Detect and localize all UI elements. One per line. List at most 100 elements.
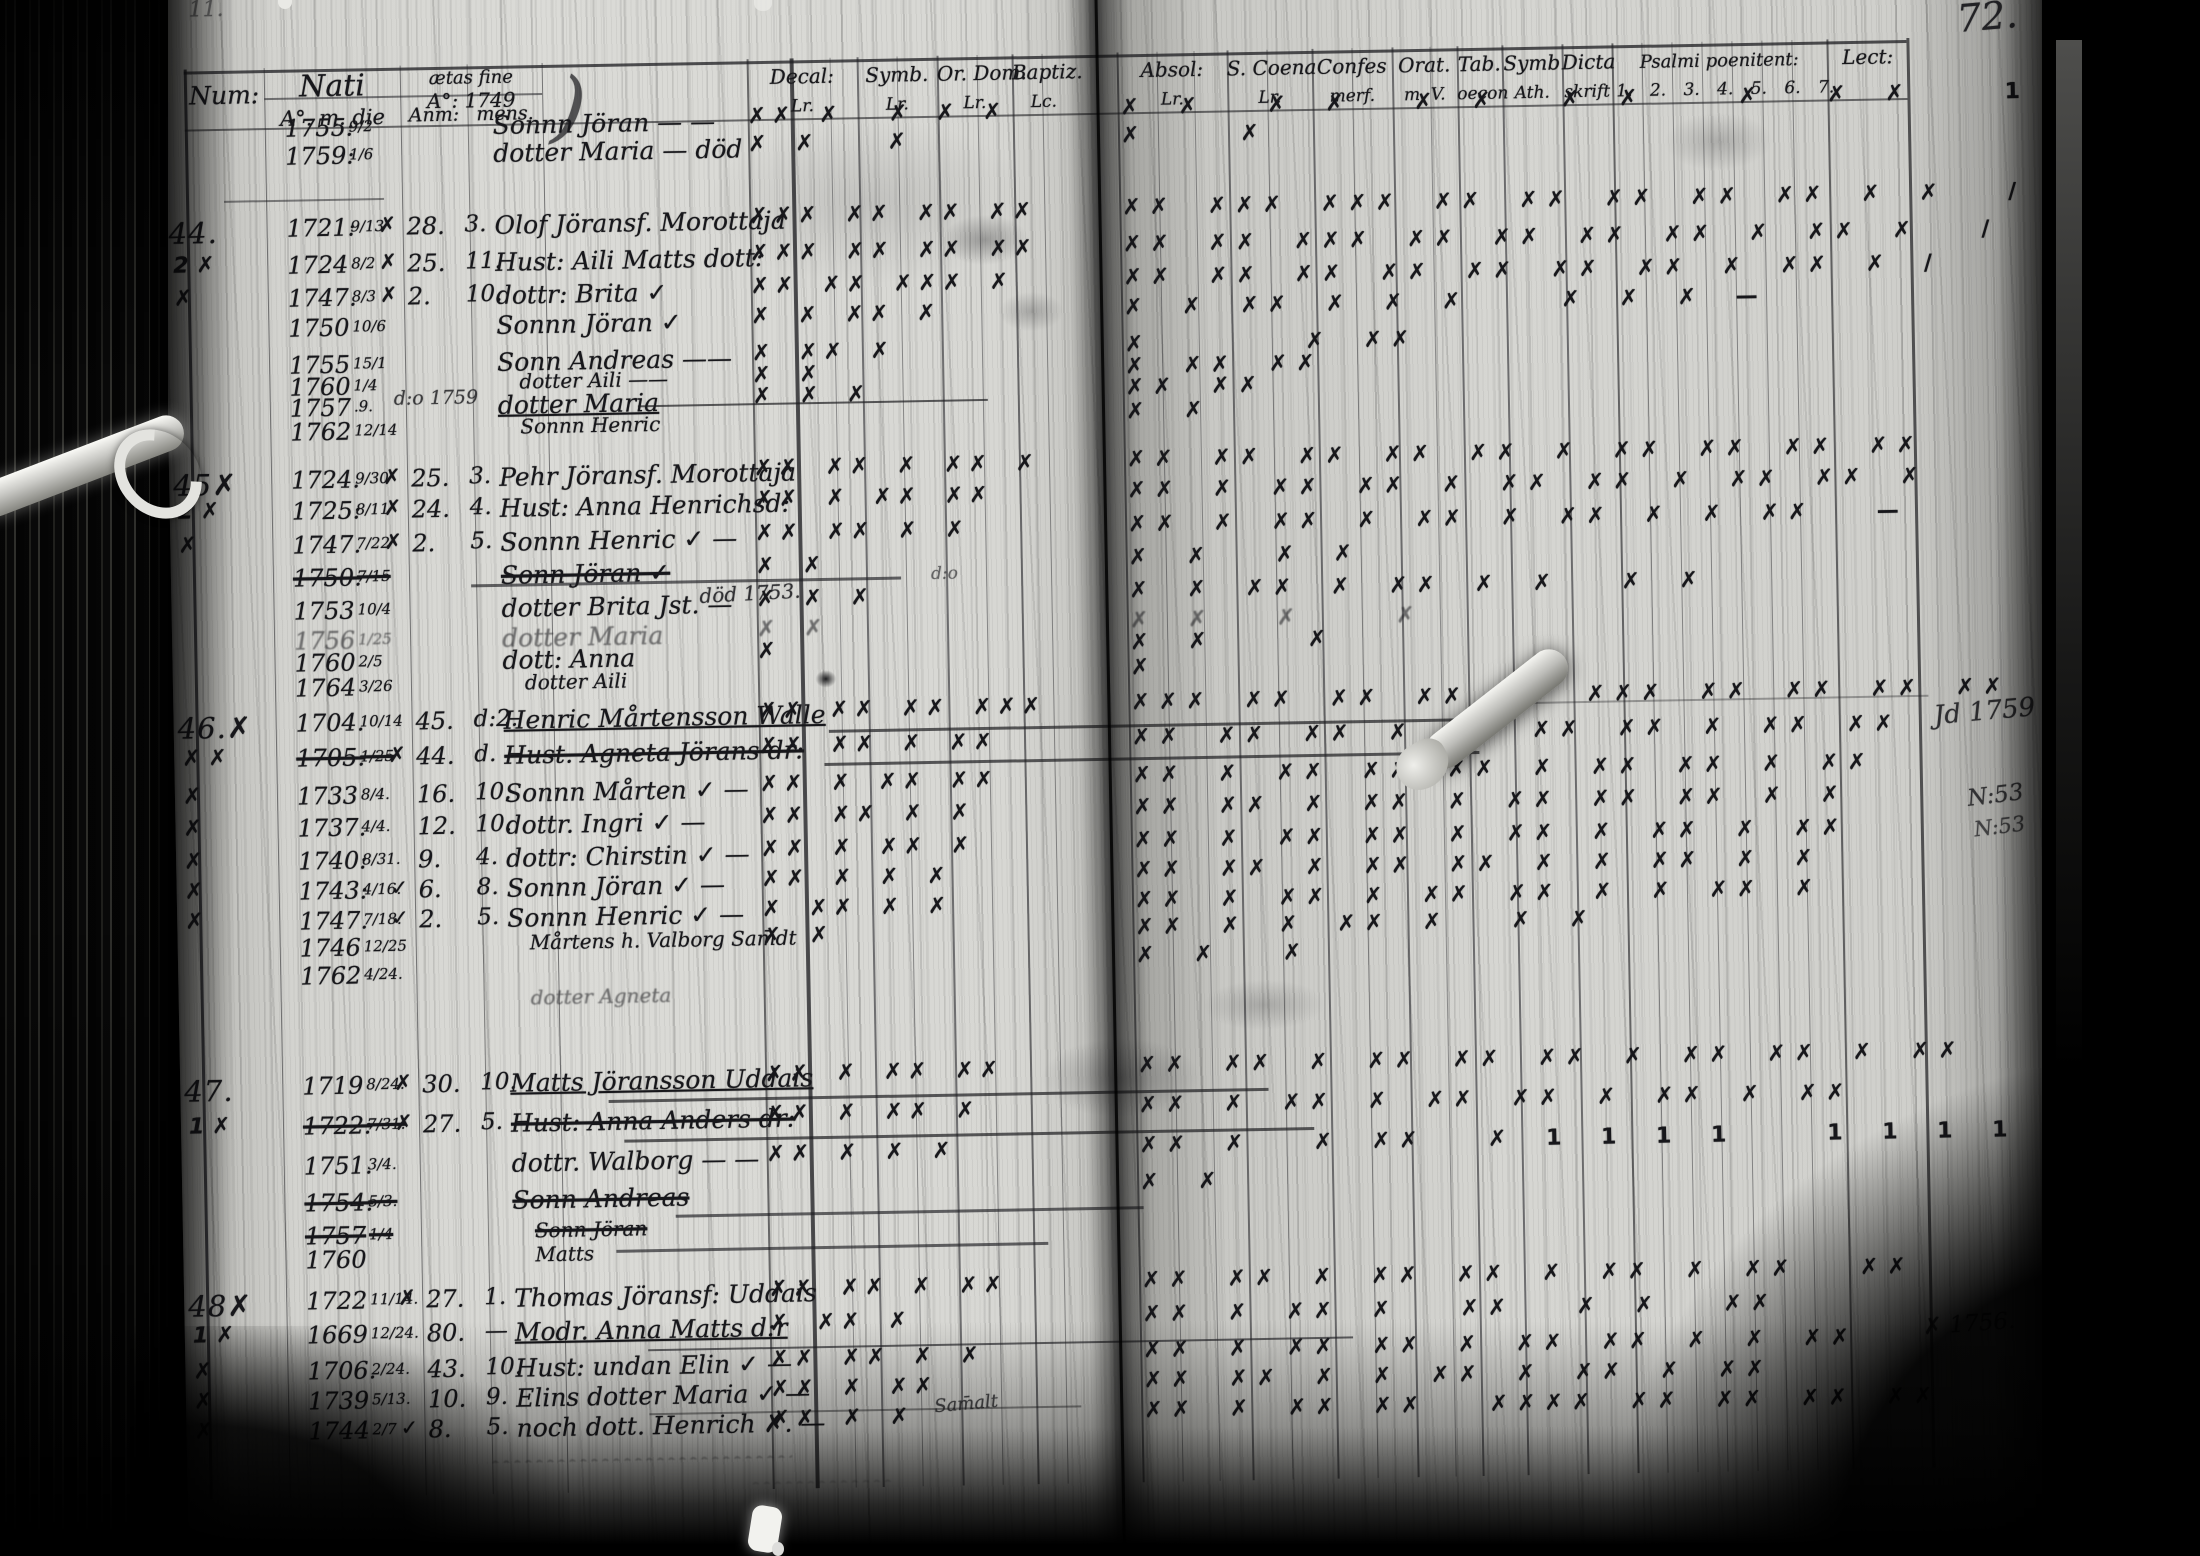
row-day: 7/15: [356, 566, 391, 586]
column-label: Symb.: [865, 61, 929, 88]
binding-shadow: [150, 0, 235, 1556]
row-year: 1754.: [304, 1188, 374, 1218]
row-day: 3/26: [358, 676, 393, 696]
margin-note: d:o 1759: [393, 386, 479, 410]
row-day: 15/1: [352, 353, 387, 373]
row-name: Hust: Anna Henrichsd:: [499, 488, 791, 523]
row-day: 4/24.: [364, 964, 403, 984]
row-mk: ✓: [391, 905, 410, 930]
row-name: dotter Maria — död: [492, 134, 743, 168]
row-mk: ✗: [379, 282, 398, 308]
row-ml: ✗✗ ✗ ✗ ✗: [766, 1138, 957, 1168]
column-label: Dicta: [1561, 49, 1616, 75]
row-anm: 1.: [483, 1283, 507, 1311]
column-label: Confes: [1316, 53, 1387, 79]
top-edge-nub: [278, 0, 292, 9]
row-ml: ✗✗ ✗✗ ✗ ✗: [760, 800, 976, 830]
row-mk: ✗: [388, 742, 407, 767]
row-ml: ✗✗ ✗ ✗ ✗: [761, 863, 952, 893]
row-day: 4/4.: [361, 816, 391, 836]
column-label: S. Coena: [1226, 54, 1317, 81]
row-ml: ✗✗ ✗✗ ✗ ✗: [755, 517, 971, 547]
row-name: dotter Aili: [524, 668, 628, 695]
row-mk: ✗: [382, 464, 401, 489]
row-ml: ✗✗ ✗ ✗✗ ✗✗: [759, 767, 1000, 798]
row-year: 1750: [288, 313, 350, 343]
row-age: 12.: [417, 811, 456, 841]
row-age: 45.: [415, 706, 455, 736]
row-age: 2.: [419, 904, 443, 934]
row-ml: ✗ ✗: [762, 922, 835, 950]
row-ml: ✗✗ ✗✗ ✗ ✗✗: [768, 1272, 1009, 1303]
row-mk: ✗: [394, 1070, 413, 1095]
row-mk: ✗: [378, 249, 398, 275]
row-ml: ✗✗ ✗ ✗✗ ✗: [765, 1098, 981, 1128]
row-mk: ✗: [394, 1110, 413, 1135]
row-anm: 3.: [464, 211, 487, 238]
row-year: 1737.: [297, 813, 367, 843]
row-ml: ✗ ✗✗ ✗ ✗: [761, 893, 953, 923]
row-day: 1/6: [349, 145, 374, 164]
row-name: Hust: Anna Anders dr:: [510, 1103, 796, 1138]
row-year: 1743:: [298, 876, 369, 906]
row-name: Hust: Aili Matts dott:: [494, 242, 764, 277]
row-age: 27.: [425, 1284, 465, 1314]
row-ml: ✗✗ ✗✗ ✗✗✗ ✗: [750, 269, 1015, 300]
row-name: dottr: Chirstin ✓ —: [505, 839, 750, 873]
row-day: 3/4.: [367, 1154, 397, 1174]
row-anm: 4.: [475, 843, 499, 871]
row-ml: ✗ ✗ ✗✗ ✗: [751, 300, 942, 330]
row-age: 27.: [422, 1109, 462, 1139]
column-label: Decal:: [769, 63, 835, 89]
row-year: 1722:: [302, 1111, 373, 1141]
column-header-aetas: ætas fine A°: 1749 Anm: mens.: [400, 66, 543, 127]
row-ml: ✗✗✗ ✗✗ ✗✗ ✗✗: [749, 198, 1038, 230]
row-ml: ✗ ✗ ✗: [747, 129, 913, 158]
row-name: Sonn Jöran: [534, 1216, 648, 1243]
row-age: 28.: [406, 211, 445, 241]
row-name: Sonn Andreas: [512, 1182, 690, 1215]
row-year: 1725:: [291, 496, 362, 526]
row-day: 8/31.: [361, 849, 401, 869]
row-ml: ✗✗ ✗ ✗✗ ✗✗: [764, 1057, 1005, 1088]
row-ml: ✗✗ ✗ ✗✗ ✗: [760, 833, 976, 863]
row-anm: 8.: [476, 873, 499, 901]
row-day: 10/6: [352, 316, 387, 336]
row-age: 6.: [418, 874, 442, 904]
aetas-line1: ætas fine: [428, 66, 514, 90]
row-day: 10/4: [357, 599, 392, 619]
bottom-shadow: [0, 1321, 2200, 1556]
column-label: Absol:: [1140, 56, 1204, 83]
next-page-edge: [2056, 40, 2082, 1070]
row-age: 25.: [410, 463, 450, 493]
row-year: 1753: [293, 596, 355, 626]
row-ml: ✗ ✗: [755, 552, 828, 580]
row-year: 1724: [287, 250, 349, 280]
row-day: 1/25: [357, 629, 392, 649]
row-year: 1759:: [285, 141, 355, 171]
column-label: Orat.: [1397, 52, 1451, 78]
row-day: 10/14: [359, 711, 404, 731]
nati-label: Nati: [298, 68, 366, 105]
row-year: 1705.: [296, 743, 366, 773]
row-age: 2.: [412, 529, 436, 558]
row-mk: ✗: [383, 495, 402, 520]
row-name: Mårtens h. Valborg Sam̄dt: [529, 925, 797, 955]
row-age: 44.: [416, 741, 455, 771]
row-mk: ✓: [390, 875, 409, 900]
row-day: 9/2: [348, 117, 374, 136]
row-ml: ✗✗ ✗ ✗ ✗ ✗: [747, 99, 1008, 130]
row-age: 16.: [416, 779, 456, 809]
row-year: 1747.: [292, 530, 362, 560]
row-year: 1747.: [287, 283, 357, 313]
row-name: Sonnn Mårten ✓ —: [504, 774, 749, 808]
row-ml: ✗✗ ✗✗ ✗ ✗✗: [758, 729, 999, 760]
row-ml: ✗ ✗ ✗: [756, 585, 876, 613]
row-year: 1747.: [299, 906, 369, 936]
row-anm: 5.: [470, 528, 493, 555]
book-binding-edge: [0, 0, 168, 1556]
row-name: Sonnn Henric: [520, 411, 661, 439]
row-year: 1760: [305, 1245, 367, 1275]
row-ml: ✗✗ ✗✗ ✗ ✗✗ ✗: [753, 450, 1041, 482]
row-age: 30.: [422, 1069, 461, 1099]
